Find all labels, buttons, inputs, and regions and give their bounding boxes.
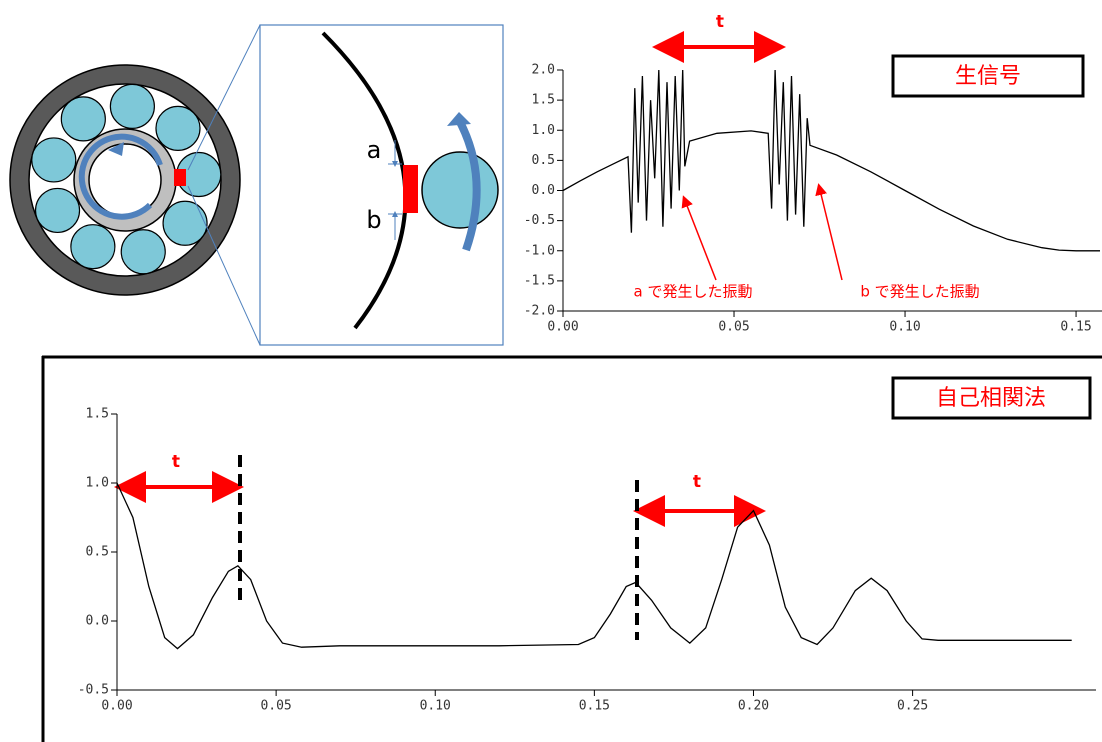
x-tick-label: 0.05 xyxy=(718,320,749,335)
ball xyxy=(70,224,116,270)
x-tick-label: 0.00 xyxy=(547,320,578,335)
x-tick-label: 0.00 xyxy=(101,699,132,714)
y-tick-label: 1.5 xyxy=(86,407,109,422)
ball xyxy=(34,187,81,234)
y-tick-label: 1.0 xyxy=(86,476,109,491)
x-tick-label: 0.25 xyxy=(897,699,928,714)
x-tick-label: 0.15 xyxy=(579,699,610,714)
x-tick-label: 0.10 xyxy=(420,699,451,714)
signal-line xyxy=(116,482,1072,650)
y-tick-label: 0.5 xyxy=(532,153,555,168)
y-tick-label: 1.5 xyxy=(532,93,555,108)
ball xyxy=(31,137,77,183)
y-tick-label: 2.0 xyxy=(532,63,555,78)
y-tick-label: -2.0 xyxy=(524,304,555,319)
ball xyxy=(109,83,155,129)
y-tick-label: -1.5 xyxy=(524,273,555,288)
x-tick-label: 0.20 xyxy=(738,699,769,714)
annotation: t xyxy=(693,472,701,492)
y-tick-label: -1.0 xyxy=(524,243,555,258)
pointer xyxy=(681,195,717,281)
y-tick-label: 0.0 xyxy=(86,614,109,629)
bearing: a b xyxy=(9,24,504,346)
ball xyxy=(155,105,201,151)
x-tick-label: 0.05 xyxy=(260,699,291,714)
y-tick-label: 0.5 xyxy=(86,545,109,560)
annotation: t xyxy=(716,12,724,32)
signal-line xyxy=(562,69,1100,252)
y-tick-label: -0.5 xyxy=(78,683,109,698)
y-tick-label: -0.5 xyxy=(524,213,555,228)
x-tick-label: 0.10 xyxy=(889,320,920,335)
chart-title: 生信号 xyxy=(955,64,1021,89)
title-box xyxy=(891,54,1085,98)
annotation: a で発生した振動 xyxy=(634,283,753,301)
annotation: b で発生した振動 xyxy=(860,283,979,301)
title-box xyxy=(891,376,1092,420)
chart-title: 自己相関法 xyxy=(936,386,1046,411)
y-tick-label: 1.0 xyxy=(532,123,555,138)
label-a: a xyxy=(367,136,382,164)
ball xyxy=(162,200,208,246)
pointer xyxy=(815,183,843,281)
ball xyxy=(60,96,106,142)
ball xyxy=(120,229,166,275)
label-b: b xyxy=(366,206,381,234)
x-tick-label: 0.15 xyxy=(1060,320,1091,335)
annotation: t xyxy=(172,452,180,472)
y-tick-label: 0.0 xyxy=(532,183,555,198)
